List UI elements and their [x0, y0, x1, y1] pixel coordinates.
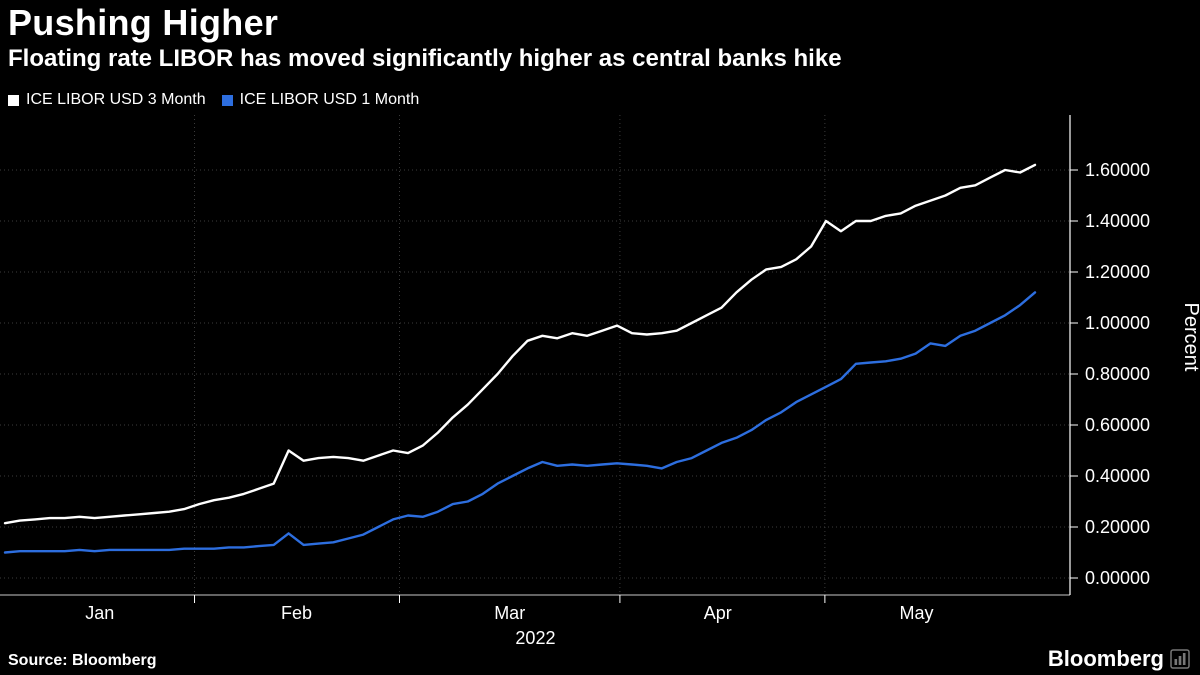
- y-tick-label: 0.20000: [1085, 517, 1150, 537]
- x-month-label: Apr: [704, 603, 732, 623]
- bloomberg-wordmark: Bloomberg: [1047, 646, 1164, 671]
- legend-item-1-month: ICE LIBOR USD 1 Month: [221, 91, 420, 109]
- legend-swatch-3-month: [8, 94, 19, 106]
- y-tick-label: 1.40000: [1085, 211, 1150, 231]
- series-line-3-month: [3, 163, 1037, 525]
- x-month-label: Mar: [494, 603, 525, 623]
- legend-item-3-month: ICE LIBOR USD 3 Month: [8, 91, 206, 109]
- series-lines: [3, 163, 1037, 554]
- y-tick-label: 0.60000: [1085, 415, 1150, 435]
- y-tick-label: 0.80000: [1085, 364, 1150, 384]
- x-month-label: Feb: [281, 603, 312, 623]
- vertical-gridlines: [194, 115, 826, 595]
- x-axis-ticks: Jan Feb Mar Apr May 2022: [85, 595, 934, 648]
- chart-footer: Source: Bloomberg Bloomberg: [0, 646, 1200, 675]
- x-year-label: 2022: [515, 628, 555, 648]
- chart-title: Pushing Higher: [8, 2, 279, 43]
- y-axis-title: Percent: [1180, 303, 1200, 372]
- legend-swatch-1-month: [221, 94, 233, 106]
- legend: ICE LIBOR USD 3 Month ICE LIBOR USD 1 Mo…: [8, 91, 419, 109]
- series-line-1-month: [3, 291, 1037, 554]
- y-tick-label: 1.00000: [1085, 313, 1150, 333]
- legend-label-1-month: ICE LIBOR USD 1 Month: [239, 91, 420, 108]
- horizontal-gridlines: [0, 169, 1070, 579]
- x-month-label: May: [900, 603, 934, 623]
- y-axis-ticks: 0.00000 0.20000 0.40000 0.60000 0.80000 1.000…: [1070, 160, 1150, 588]
- x-month-label: Jan: [85, 603, 114, 623]
- y-tick-label: 0.00000: [1085, 568, 1150, 588]
- libor-line-chart: 0.00000 0.20000 0.40000 0.60000 0.80000 1.000…: [0, 115, 1200, 648]
- y-tick-label: 0.40000: [1085, 466, 1150, 486]
- y-tick-label: 1.20000: [1085, 262, 1150, 282]
- source-label: Source: Bloomberg: [8, 652, 157, 669]
- bloomberg-bars-icon: [1170, 649, 1190, 669]
- y-tick-label: 1.60000: [1085, 160, 1150, 180]
- legend-label-3-month: ICE LIBOR USD 3 Month: [26, 91, 206, 108]
- chart-subtitle: Floating rate LIBOR has moved significan…: [8, 45, 842, 72]
- bloomberg-logo: Bloomberg: [1048, 646, 1190, 672]
